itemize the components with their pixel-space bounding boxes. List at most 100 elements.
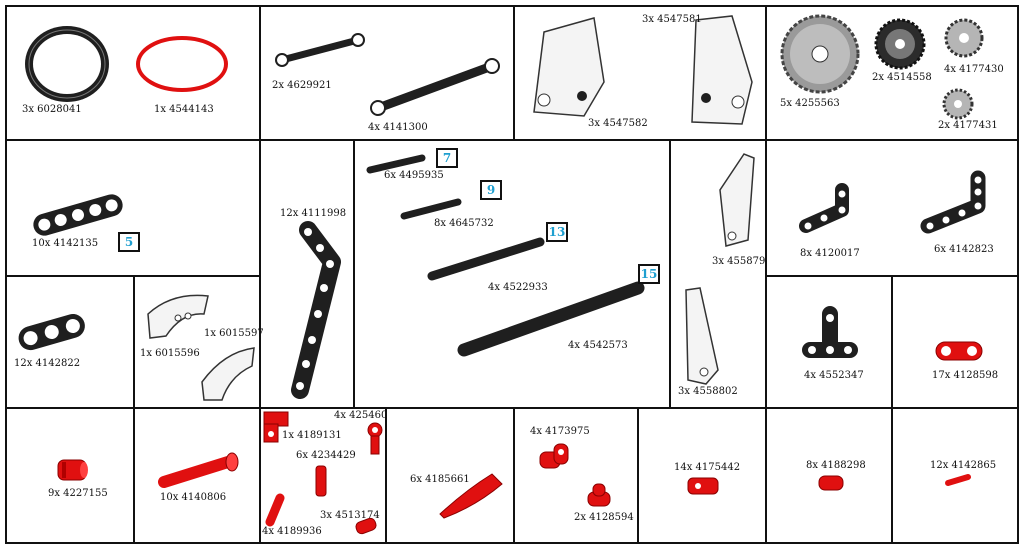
fin-lower-part-image <box>685 287 719 385</box>
cell-gears: 5x 4255563 2x 4514558 4x 4177430 2x 4177… <box>766 6 1018 140</box>
length-callout-badge: 13 <box>546 222 568 242</box>
beam-15-part-image <box>457 281 645 357</box>
beam-9-part-image <box>400 198 462 220</box>
part-label: 4x 4254606 <box>334 410 394 421</box>
angle-connector-part-image <box>263 411 289 443</box>
part-label: 2x 4128594 <box>574 512 634 523</box>
beam-3-part-image <box>18 313 85 351</box>
grid-line <box>6 139 1019 141</box>
cell-perpendicular-connectors: 4x 4173975 2x 4128594 <box>514 408 638 544</box>
part-label: 4x 4177430 <box>944 64 1004 75</box>
length-callout-badge: 15 <box>638 264 660 284</box>
grid-line <box>385 407 387 544</box>
perpendicular-connector-part-image <box>539 443 569 469</box>
t-beam-part-image <box>802 306 858 358</box>
link-short-part-image <box>275 33 365 67</box>
rubber-band-part-image <box>136 36 228 92</box>
part-label: 8x 4120017 <box>800 248 860 259</box>
part-label: 1x 6015596 <box>140 348 200 359</box>
beam-13-part-image <box>427 237 545 281</box>
part-label: 2x 4177431 <box>938 120 998 131</box>
grid-line <box>259 5 261 544</box>
cell-axle-pin: 10x 4140806 <box>134 408 260 544</box>
axle-pin-part-image <box>158 452 239 488</box>
gear-small-part-image <box>944 18 984 58</box>
double-connector-part-image <box>587 483 611 507</box>
part-label: 17x 4128598 <box>932 370 999 381</box>
grid-line <box>6 407 1019 409</box>
part-label: 6x 4142823 <box>934 244 994 255</box>
grid-line <box>513 407 515 544</box>
bushing-half-part-image <box>355 517 377 535</box>
cell-beam-3: 12x 4142822 <box>6 276 134 408</box>
link-long-part-image <box>370 58 500 116</box>
grid-line <box>513 5 515 141</box>
part-label: 6x 4234429 <box>296 450 356 461</box>
part-label: 1x 4544143 <box>154 104 214 115</box>
part-label: 12x 4111998 <box>280 208 347 219</box>
part-label: 1x 4189131 <box>282 430 342 441</box>
fin-upper-part-image <box>719 153 755 247</box>
grid-line <box>637 407 639 544</box>
pin-connector-part-image <box>265 493 285 527</box>
connector-block-part-image <box>687 477 719 495</box>
tiny-axle-part-image <box>945 474 971 486</box>
grid-line <box>1017 5 1019 544</box>
part-label: 4x 4552347 <box>804 370 864 381</box>
cell-tires: 3x 6028041 1x 4544143 <box>6 6 260 140</box>
cell-axle-tiny: 12x 4142865 <box>892 408 1018 544</box>
part-label: 9x 4227155 <box>48 488 108 499</box>
part-label: 12x 4142822 <box>14 358 81 369</box>
cell-t-beam: 4x 4552347 <box>766 276 892 408</box>
part-label: 4x 4141300 <box>368 122 428 133</box>
part-label: 4x 4189936 <box>262 526 322 537</box>
pin-eye-part-image <box>367 422 383 455</box>
part-label: 4x 4542573 <box>568 340 628 351</box>
panel-right-part-image <box>691 15 753 125</box>
grid-line <box>353 139 355 409</box>
round-connector-part-image <box>818 475 844 491</box>
part-label: 3x 6028041 <box>22 104 82 115</box>
part-label: 8x 4188298 <box>806 460 866 471</box>
curved-panel-lower-part-image <box>201 347 255 401</box>
cell-bushing: 9x 4227155 <box>6 408 134 544</box>
angled-beam-part-image <box>291 221 341 399</box>
part-label: 3x 4558797 <box>712 256 772 267</box>
cell-cross-connector: 17x 4128598 <box>892 276 1018 408</box>
cell-pin-small: 14x 4175442 <box>638 408 766 544</box>
tire-part-image <box>25 26 109 102</box>
part-label: 4x 4173975 <box>530 426 590 437</box>
cell-angle-beams: 8x 4120017 6x 4142823 <box>766 140 1018 276</box>
gear-tiny-part-image <box>942 88 974 120</box>
part-label: 10x 4140806 <box>160 492 227 503</box>
cell-curved-panels: 1x 6015596 1x 6015597 <box>134 276 264 408</box>
part-label: 6x 4495935 <box>384 170 444 181</box>
grid-line <box>891 275 893 544</box>
part-label: 3x 4547582 <box>588 118 648 129</box>
cell-links: 2x 4629921 4x 4141300 <box>260 6 514 140</box>
cell-fins: 3x 4558797 3x 4558802 <box>670 140 772 408</box>
axle-connector-part-image <box>315 465 327 497</box>
beam-7-part-image <box>366 154 426 174</box>
angle-beam-small-part-image <box>799 183 849 233</box>
grid-line <box>765 5 767 544</box>
cell-beam-5: 10x 4142135 5 <box>6 140 260 276</box>
panel-left-part-image <box>533 17 605 117</box>
gear-large-part-image <box>780 14 860 94</box>
length-callout-badge: 5 <box>118 232 140 252</box>
part-label: 8x 4645732 <box>434 218 494 229</box>
cell-panels: 3x 4547581 3x 4547582 <box>514 6 766 140</box>
part-label: 5x 4255563 <box>780 98 840 109</box>
part-label: 3x 4513174 <box>320 510 380 521</box>
gear-medium-part-image <box>874 18 926 70</box>
part-label: 2x 4629921 <box>272 80 332 91</box>
cell-connector-round: 8x 4188298 <box>766 408 892 544</box>
cross-connector-part-image <box>935 341 983 361</box>
grid-line <box>669 139 671 409</box>
bushing-part-image <box>57 459 88 481</box>
grid-line <box>6 5 1019 7</box>
grid-line <box>6 542 1019 544</box>
part-label: 4x 4522933 <box>488 282 548 293</box>
part-label: 10x 4142135 <box>32 238 99 249</box>
